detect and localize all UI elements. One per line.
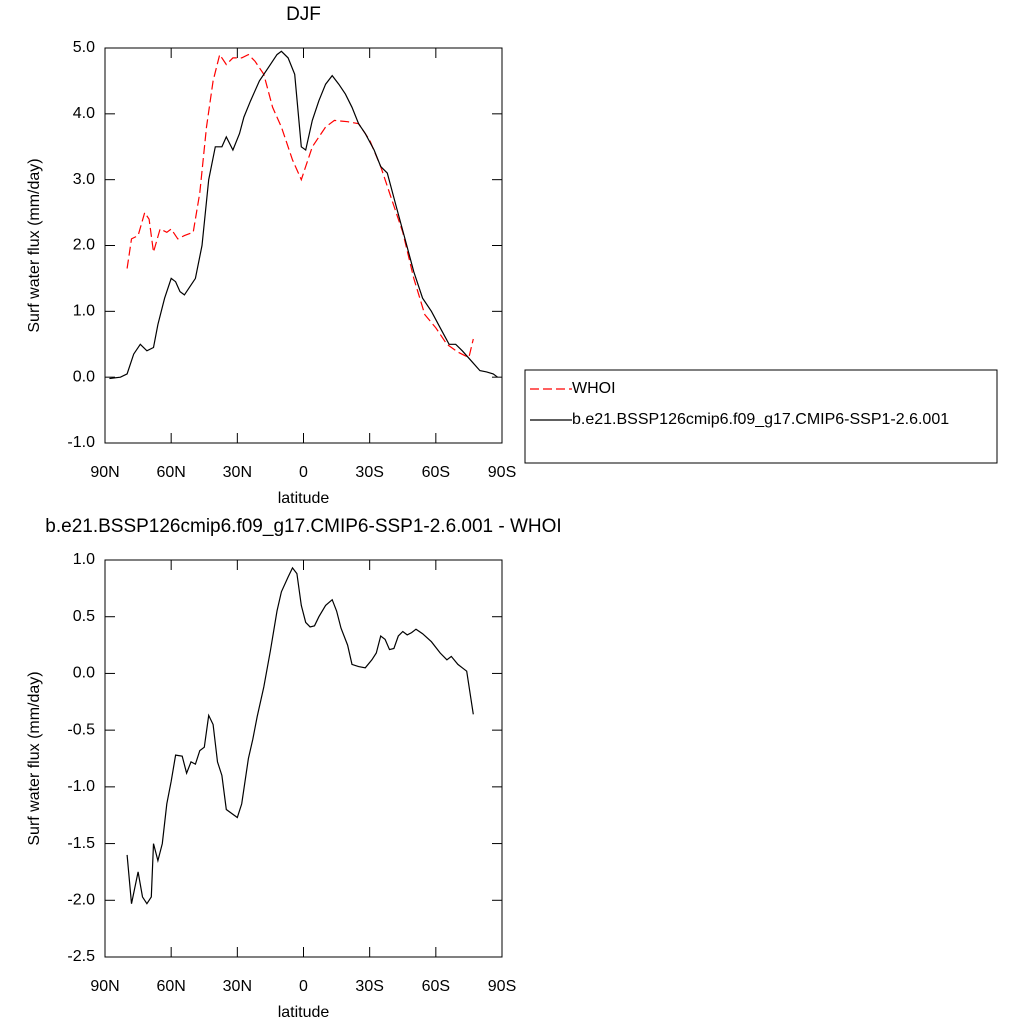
y-tick-label: 1.0 — [73, 551, 95, 568]
chart-title: DJF — [286, 4, 321, 25]
y-tick-label: 0.5 — [73, 608, 95, 625]
y-axis-label: Surf water flux (mm/day) — [26, 158, 43, 332]
y-tick-label: 0.0 — [73, 368, 95, 385]
x-tick-label: 30N — [223, 978, 252, 995]
y-tick-label: -0.5 — [67, 721, 95, 738]
x-axis-label: latitude — [278, 1004, 330, 1021]
x-tick-label: 60S — [422, 978, 450, 995]
y-tick-label: -1.0 — [67, 434, 95, 451]
x-tick-label: 30S — [355, 978, 383, 995]
y-tick-label: -1.0 — [67, 778, 95, 795]
y-tick-label: 4.0 — [73, 105, 95, 122]
x-tick-label: 60N — [156, 464, 185, 481]
y-tick-label: 2.0 — [73, 237, 95, 254]
y-tick-label: -2.5 — [67, 948, 95, 965]
x-tick-label: 0 — [299, 978, 308, 995]
x-tick-label: 90N — [90, 978, 119, 995]
y-tick-label: 3.0 — [73, 171, 95, 188]
x-tick-label: 90S — [488, 464, 516, 481]
y-tick-label: 1.0 — [73, 303, 95, 320]
data-line — [126, 566, 474, 905]
chart-title: b.e21.BSSP126cmip6.f09_g17.CMIP6-SSP1-2.… — [45, 516, 561, 537]
y-axis-label: Surf water flux (mm/day) — [26, 671, 43, 845]
plot-frame — [104, 559, 503, 958]
x-tick-label: 60N — [156, 978, 185, 995]
plot-frame — [104, 47, 503, 444]
legend-label: WHOI — [572, 380, 616, 397]
data-line — [109, 50, 498, 380]
y-tick-label: 0.0 — [73, 665, 95, 682]
x-tick-label: 0 — [299, 464, 308, 481]
legend-box — [524, 369, 998, 464]
x-tick-label: 30S — [355, 464, 383, 481]
x-tick-label: 60S — [422, 464, 450, 481]
y-tick-label: -2.0 — [67, 892, 95, 909]
x-tick-label: 90N — [90, 464, 119, 481]
y-tick-label: -1.5 — [67, 835, 95, 852]
data-line — [126, 53, 474, 359]
x-axis-label: latitude — [278, 490, 330, 507]
x-tick-label: 30N — [223, 464, 252, 481]
x-tick-label: 90S — [488, 978, 516, 995]
legend-label: b.e21.BSSP126cmip6.f09_g17.CMIP6-SSP1-2.… — [572, 411, 949, 428]
y-tick-label: 5.0 — [73, 39, 95, 56]
